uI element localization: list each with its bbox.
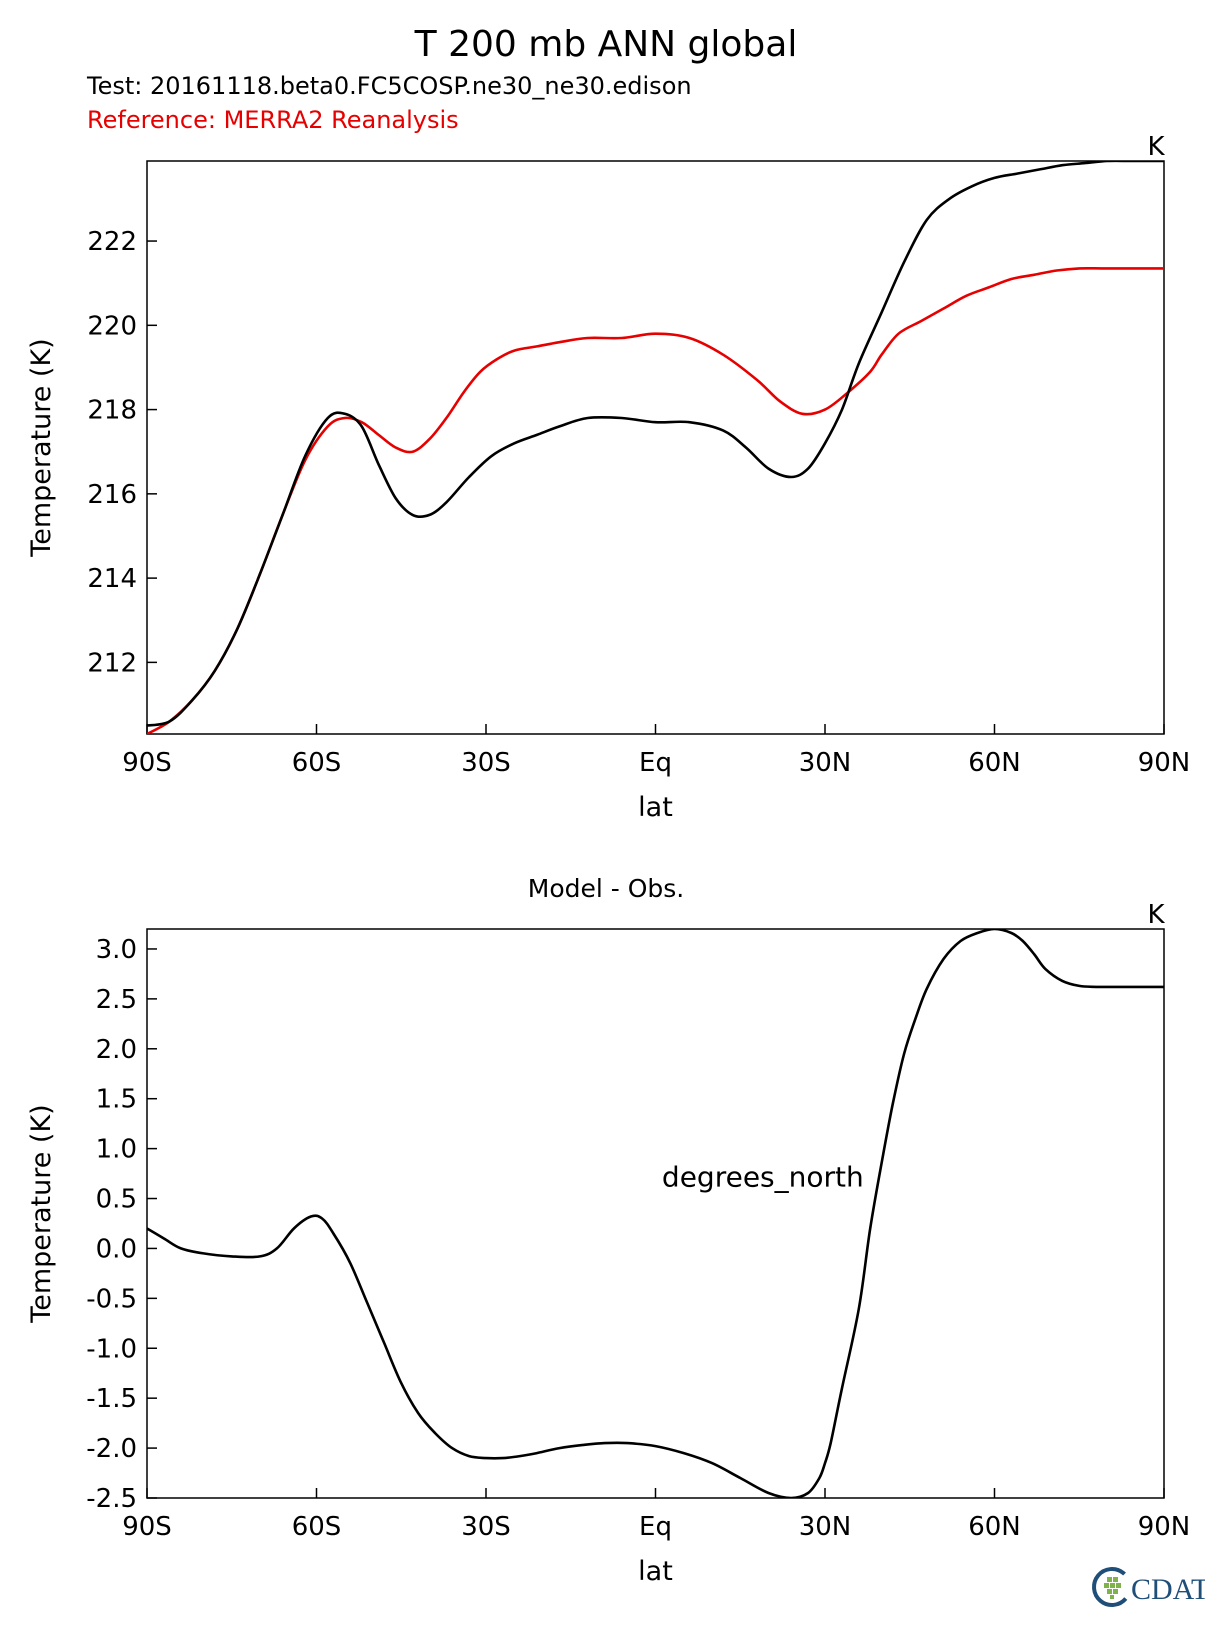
y-tick-label: 2.0 (96, 1035, 137, 1065)
y-tick-label: -1.5 (86, 1384, 137, 1414)
plot-frame (146, 928, 1165, 1499)
x-tick-label: 60N (968, 1512, 1021, 1542)
x-tick-label: 30S (461, 748, 511, 778)
units-label: K (1147, 132, 1165, 162)
y-tick-label: 216 (87, 480, 137, 510)
y-tick-label: -2.0 (86, 1434, 137, 1464)
chart-top: 90S 60S 30S Eq 30N 60N 90N 212 214 216 218 220 222 la… (26, 132, 1190, 823)
y-axis-label: Temperature (K) (26, 338, 57, 557)
cdat-logo: CDAT (1090, 1563, 1209, 1611)
x-tick-label: 30S (461, 1512, 511, 1542)
x-tick-label: 90S (122, 748, 172, 778)
y-tick-label: 3.0 (96, 935, 137, 965)
x-tick-label: 30N (799, 1512, 852, 1542)
x-tick-label: 90N (1138, 1512, 1191, 1542)
chart-bottom: 90S 60S 30S Eq 30N 60N 90N 3.0 2.5 2.0 1.5 1.0 0.5 0.… (26, 900, 1190, 1587)
cdat-logo-text: CDAT (1131, 1573, 1205, 1606)
reference-label: Reference: MERRA2 Reanalysis (87, 106, 459, 134)
annotation-label: degrees_north (662, 1161, 864, 1194)
plot-frame (146, 160, 1165, 735)
y-tick-label: 1.5 (96, 1085, 137, 1115)
main-title: T 200 mb ANN global (414, 24, 798, 65)
y-tick-label: 222 (87, 227, 137, 257)
y-tick-label: 214 (87, 564, 137, 594)
y-tick-label: 2.5 (96, 985, 137, 1015)
lower-chart-title: Model - Obs. (527, 874, 685, 903)
x-tick-label: 90N (1138, 748, 1191, 778)
y-tick-label: 0.0 (96, 1234, 137, 1264)
x-axis-label: lat (638, 1556, 673, 1587)
x-tick-label: 60N (968, 748, 1021, 778)
y-tick-label: 1.0 (96, 1135, 137, 1165)
y-tick-label: 220 (87, 311, 137, 341)
y-tick-label: 212 (87, 648, 137, 678)
x-tick-label: 60S (292, 748, 342, 778)
series-line-test (147, 161, 1164, 727)
x-tick-label: Eq (639, 748, 672, 778)
x-axis-label: lat (638, 792, 673, 823)
y-tick-label: -0.5 (86, 1284, 137, 1314)
y-tick-label: -2.5 (86, 1484, 137, 1514)
x-tick-label: 30N (799, 748, 852, 778)
test-label: Test: 20161118.beta0.FC5COSP.ne30_ne30.e… (87, 72, 692, 100)
y-tick-label: 218 (87, 396, 137, 426)
units-label: K (1147, 900, 1165, 930)
x-tick-label: 60S (292, 1512, 342, 1542)
y-tick-label: 0.5 (96, 1185, 137, 1215)
x-tick-label: Eq (639, 1512, 672, 1542)
series-line-reference (147, 266, 1164, 734)
x-tick-label: 90S (122, 1512, 172, 1542)
series-line-model-obs- (147, 929, 1164, 1498)
y-axis-label: Temperature (K) (26, 1104, 57, 1323)
y-tick-label: -1.0 (86, 1334, 137, 1364)
